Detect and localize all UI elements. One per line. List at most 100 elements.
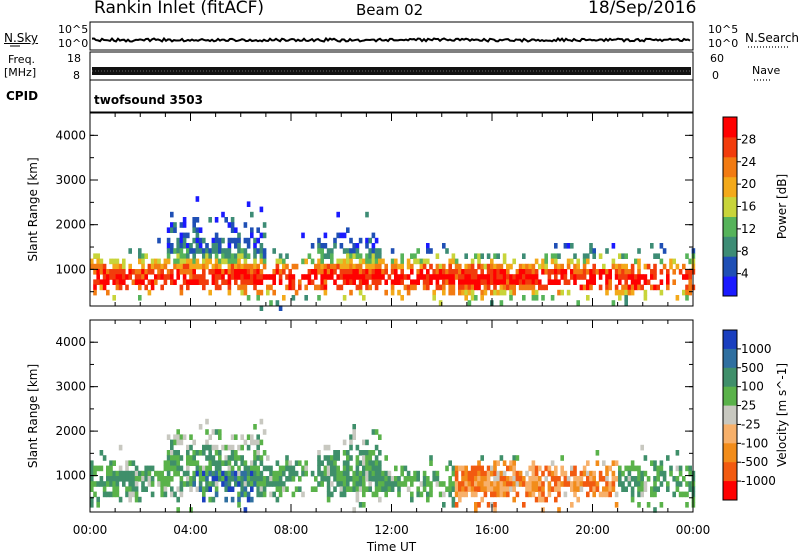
data-cell xyxy=(608,279,612,285)
data-cell xyxy=(688,274,692,280)
data-cell xyxy=(230,465,235,472)
data-cell xyxy=(630,284,635,291)
data-cell xyxy=(147,470,152,477)
data-cell xyxy=(202,253,206,259)
data-cell xyxy=(531,289,536,296)
data-cell xyxy=(435,476,440,482)
data-cell xyxy=(173,279,177,285)
data-cell xyxy=(179,481,184,487)
data-cell xyxy=(115,491,120,498)
data-cell xyxy=(643,274,648,280)
data-cell xyxy=(378,465,382,472)
data-cell xyxy=(186,279,190,285)
data-cell xyxy=(506,274,510,280)
data-cell xyxy=(262,481,267,487)
data-cell xyxy=(358,263,363,270)
data-cell xyxy=(278,279,283,285)
data-cell xyxy=(234,263,238,270)
data-cell xyxy=(618,476,622,482)
data-cell xyxy=(250,274,254,280)
data-cell xyxy=(358,502,363,508)
data-cell xyxy=(304,258,308,265)
data-cell xyxy=(374,486,379,492)
data-cell xyxy=(330,455,334,461)
data-cell xyxy=(486,470,491,477)
data-cell xyxy=(400,263,404,270)
data-cell xyxy=(115,279,120,285)
data-cell xyxy=(355,486,360,492)
data-cell xyxy=(544,284,548,291)
data-cell xyxy=(598,269,603,275)
data-cell xyxy=(362,269,366,275)
data-cell xyxy=(432,289,436,296)
data-cell xyxy=(253,481,257,487)
data-cell xyxy=(342,269,347,275)
data-cell xyxy=(573,476,577,482)
data-cell xyxy=(266,284,270,291)
data-cell xyxy=(454,491,459,498)
data-cell xyxy=(477,460,481,466)
data-cell xyxy=(509,274,513,280)
data-cell xyxy=(147,476,152,482)
data-cell xyxy=(186,243,190,249)
data-cell xyxy=(182,258,187,265)
data-cell xyxy=(122,258,126,265)
velocity-colorbar-frame xyxy=(722,329,738,501)
data-cell xyxy=(621,470,625,477)
data-cell xyxy=(224,444,228,451)
data-cell xyxy=(256,289,260,296)
data-cell xyxy=(182,434,187,440)
data-cell xyxy=(237,263,241,270)
data-cell xyxy=(186,476,190,482)
data-cell xyxy=(349,279,353,285)
data-cell xyxy=(534,295,539,301)
data-cell xyxy=(259,305,264,311)
data-cell xyxy=(451,284,456,291)
data-cell xyxy=(352,248,356,254)
data-cell xyxy=(224,269,228,275)
data-cell xyxy=(637,491,641,498)
data-cell xyxy=(275,476,280,482)
data-cell xyxy=(192,237,196,244)
data-cell xyxy=(230,476,235,482)
data-cell xyxy=(166,253,171,259)
data-cell xyxy=(355,496,360,503)
data-cell xyxy=(179,253,184,259)
data-cell xyxy=(442,491,446,498)
data-cell xyxy=(208,253,212,259)
data-cell xyxy=(141,258,145,265)
data-cell xyxy=(301,232,305,239)
data-cell xyxy=(224,217,228,223)
data-cell xyxy=(637,248,641,254)
data-cell xyxy=(381,274,385,280)
data-cell xyxy=(166,258,171,265)
data-cell xyxy=(246,481,251,487)
data-cell xyxy=(134,274,139,280)
data-cell xyxy=(586,460,590,466)
data-cell xyxy=(586,476,590,482)
data-cell xyxy=(240,274,244,280)
data-cell xyxy=(682,491,686,498)
data-cell xyxy=(234,434,238,440)
data-cell xyxy=(333,243,337,249)
data-cell xyxy=(96,496,100,503)
data-cell xyxy=(109,269,113,275)
data-cell xyxy=(310,243,315,249)
data-cell xyxy=(643,481,648,487)
data-cell xyxy=(374,481,379,487)
data-cell xyxy=(282,486,286,492)
data-cell xyxy=(179,465,184,472)
data-cell xyxy=(672,279,676,285)
data-cell xyxy=(342,460,347,466)
data-cell xyxy=(304,295,308,301)
data-cell xyxy=(474,284,478,291)
data-cell xyxy=(138,284,142,291)
data-cell xyxy=(272,491,276,498)
data-cell xyxy=(125,470,129,477)
data-cell xyxy=(253,258,257,265)
data-cell xyxy=(566,289,571,296)
data-cell xyxy=(230,253,235,259)
data-cell xyxy=(128,248,132,254)
data-cell xyxy=(477,502,481,508)
data-cell xyxy=(323,455,328,461)
